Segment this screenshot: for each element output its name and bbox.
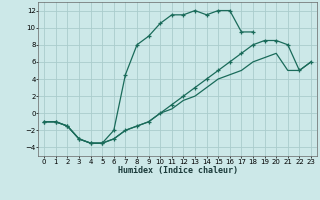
X-axis label: Humidex (Indice chaleur): Humidex (Indice chaleur)	[118, 166, 238, 175]
